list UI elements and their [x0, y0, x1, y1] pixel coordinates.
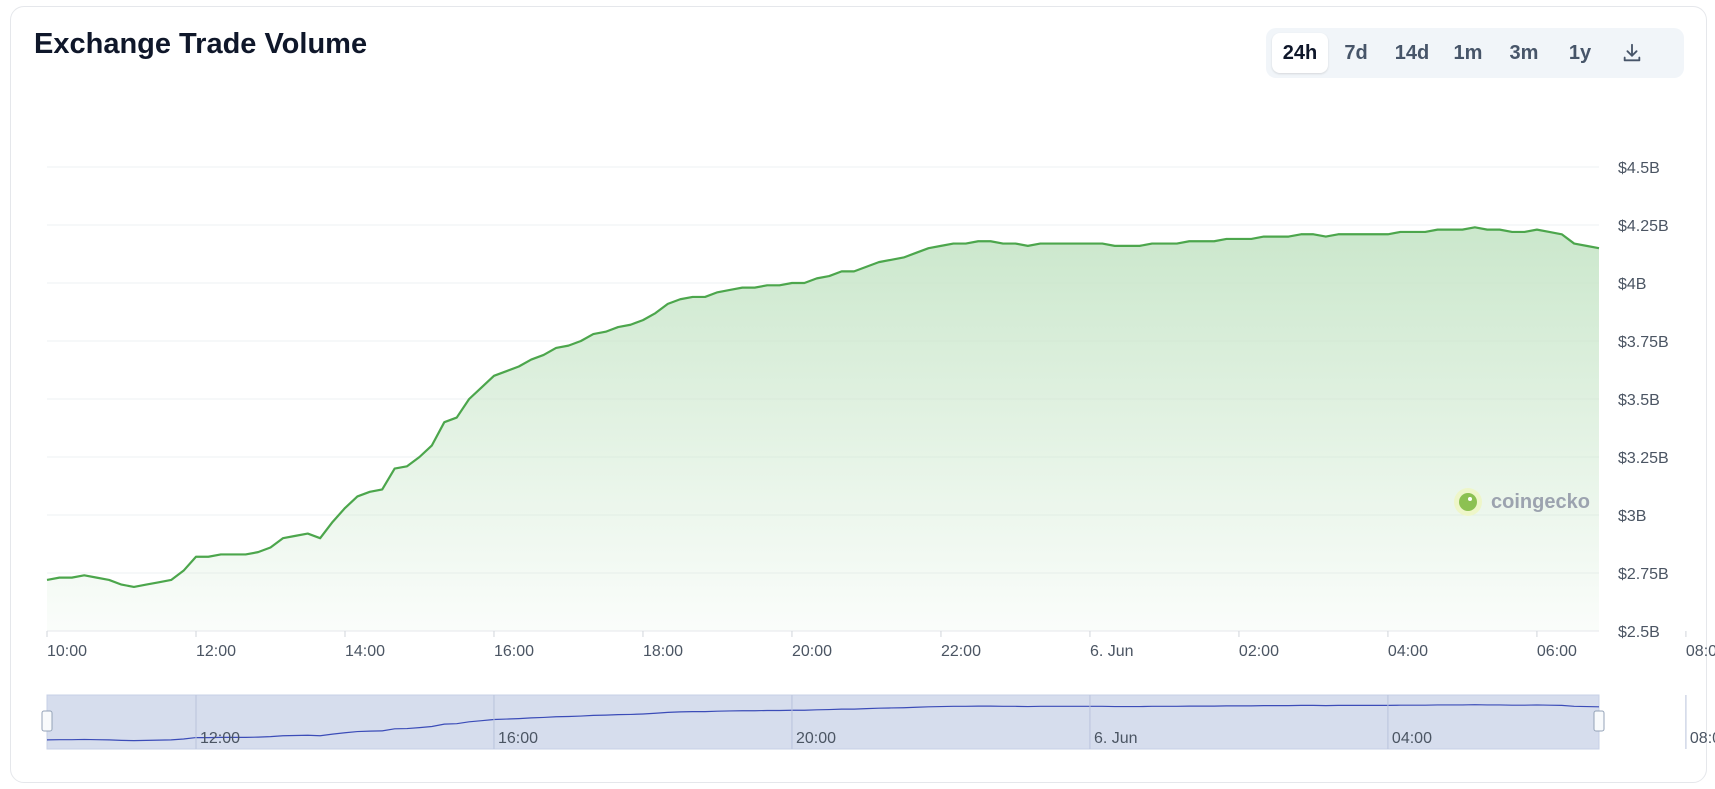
x-tick-label: 20:00: [792, 643, 832, 660]
y-tick-label: $2.5B: [1618, 624, 1660, 641]
download-button[interactable]: [1608, 33, 1656, 73]
x-tick-label: 10:00: [47, 643, 87, 660]
y-tick-label: $4.25B: [1618, 218, 1669, 235]
y-tick-label: $3B: [1618, 508, 1646, 525]
range-button-14d[interactable]: 14d: [1394, 41, 1430, 64]
x-tick-label: 04:00: [1388, 643, 1428, 660]
y-tick-label: $3.75B: [1618, 334, 1669, 351]
y-axis: $2.5B $2.75B $3B $3.25B $3.5B $3.75B $4B $4.25B…: [1618, 160, 1669, 641]
range-button-3m[interactable]: 3m: [1509, 41, 1539, 64]
navigator-handle-right[interactable]: [1593, 710, 1605, 732]
x-tick-label: 6. Jun: [1090, 643, 1134, 660]
x-tick-label: 02:00: [1239, 643, 1279, 660]
y-tick-label: $4B: [1618, 276, 1646, 293]
navigator-label: 6. Jun: [1094, 730, 1138, 747]
gecko-logo-icon: [1459, 493, 1477, 511]
download-icon: [1623, 43, 1641, 62]
y-tick-label: $3.25B: [1618, 450, 1669, 467]
navigator-label: 04:00: [1392, 730, 1432, 747]
navigator-label: 08:00: [1690, 730, 1715, 747]
x-tick-label: 12:00: [196, 643, 236, 660]
y-tick-label: $4.5B: [1618, 160, 1660, 177]
x-tick-label: 08:00: [1686, 643, 1715, 660]
chart-title: Exchange Trade Volume: [34, 28, 368, 60]
series-area: [46, 226, 1600, 631]
x-tick-label: 14:00: [345, 643, 385, 660]
x-axis: 10:00 12:00 14:00 16:00 18:00 20:00 22:00 6. Ju…: [46, 630, 1715, 660]
x-tick-label: 22:00: [941, 643, 981, 660]
y-tick-label: $3.5B: [1618, 392, 1660, 409]
time-range-selector: 24h 7d 14d 1m 3m 1y: [1266, 28, 1684, 78]
range-button-1y[interactable]: 1y: [1568, 41, 1592, 64]
navigator-label: 20:00: [796, 730, 836, 747]
navigator-label: 16:00: [498, 730, 538, 747]
watermark-text: coingecko: [1491, 491, 1590, 513]
range-button-7d[interactable]: 7d: [1344, 41, 1368, 64]
navigator-background[interactable]: [46, 694, 1600, 750]
navigator-series-line: [46, 704, 1600, 742]
range-button-1m[interactable]: 1m: [1453, 41, 1483, 64]
area-fill: [47, 227, 1599, 631]
x-tick-label: 16:00: [494, 643, 534, 660]
range-navigator[interactable]: 12:00 16:00 20:00 6. Jun 04:00 08:00: [41, 694, 1715, 750]
watermark: coingecko: [1454, 488, 1590, 516]
series-line: [46, 226, 1600, 589]
navigator-label: 12:00: [200, 730, 240, 747]
y-tick-label: $2.75B: [1618, 566, 1669, 583]
x-tick-label: 18:00: [643, 643, 683, 660]
navigator-handle-left[interactable]: [41, 710, 53, 732]
x-tick-label: 06:00: [1537, 643, 1577, 660]
range-button-24h[interactable]: 24h: [1272, 33, 1328, 73]
